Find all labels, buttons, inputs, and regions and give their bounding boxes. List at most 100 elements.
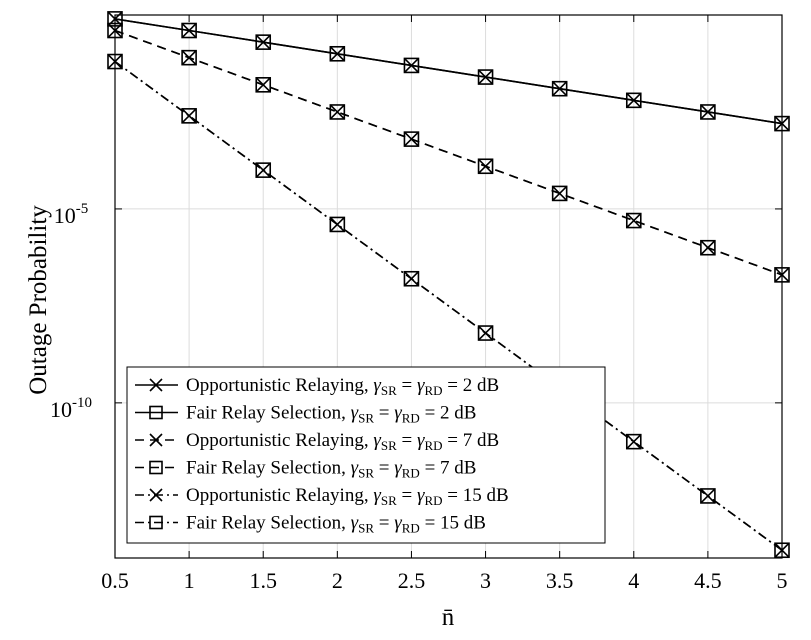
legend-sub-sr: SR [358,411,374,426]
y-axis-title: Outage Probability [25,205,52,395]
x-tick-label: 1 [184,568,195,593]
legend-entry: Fair Relay Selection, γSR = γRD = 2 dB [135,403,476,426]
x-tick-label: 5 [777,568,788,593]
legend-label: Fair Relay Selection, γSR = γRD = 7 dB [186,458,476,481]
x-tick-label: 4.5 [694,568,722,593]
legend-gamma: γ [417,430,425,451]
square-marker [403,270,420,287]
series-line [115,60,782,551]
legend-equals: = [374,403,394,424]
x-marker [255,162,271,178]
x-tick-label: 2 [332,568,343,593]
square-marker [625,433,642,450]
legend-equals: = [374,458,394,479]
legend-entry: Opportunistic Relaying, γSR = γRD = 2 dB [135,375,499,398]
square-marker [329,45,346,62]
legend-sub-sr: SR [381,438,397,453]
legend-snr-value: = 7 dB [443,430,500,451]
legend-entry: Fair Relay Selection, γSR = γRD = 15 dB [135,513,486,536]
legend-series-name: Fair Relay Selection, [186,403,351,424]
legend-equals: = [397,430,417,451]
legend-equals: = [374,513,394,534]
legend-series-name: Fair Relay Selection, [186,458,351,479]
legend-series-name: Opportunistic Relaying, [186,430,373,451]
legend-sub-sr: SR [381,383,397,398]
legend-label: Opportunistic Relaying, γSR = γRD = 2 dB [186,375,499,398]
legend-label: Fair Relay Selection, γSR = γRD = 15 dB [186,513,486,536]
square-marker [149,405,163,420]
x-axis-title: n̄ [442,604,455,631]
legend-sub-rd: RD [424,383,442,398]
legend-gamma: γ [351,403,359,424]
x-marker [700,488,716,504]
legend-series-name: Fair Relay Selection, [186,513,351,534]
x-marker [149,488,163,502]
legend-sub-sr: SR [358,466,374,481]
legend-snr-value: = 2 dB [443,375,500,396]
square-marker [477,69,494,85]
y-tick-power: -10 [72,395,92,411]
legend-sub-sr: SR [358,521,374,536]
legend-snr-value: = 15 dB [420,513,486,534]
x-marker [329,104,345,120]
x-tick-label: 2.5 [398,568,426,593]
tick-labels: 0.5 1 1.5 2 2.5 3 3.5 4 4.5 510-510-10 [50,201,788,593]
legend-entry: Opportunistic Relaying, γSR = γRD = 7 dB [135,430,499,453]
series-layer [107,11,790,559]
legend-entry: Opportunistic Relaying, γSR = γRD = 15 d… [135,485,509,508]
legend-series-name: Opportunistic Relaying, [186,485,373,506]
square-marker [477,325,494,341]
square-marker [149,460,163,475]
square-marker [551,185,568,202]
legend-equals: = [397,375,417,396]
square-marker [700,239,716,256]
legend-box [126,366,606,544]
x-tick-label: 3 [480,568,491,593]
x-tick-label: 3.5 [546,568,574,593]
legend-sub-rd: RD [424,493,442,508]
legend-gamma: γ [394,403,402,424]
legend-gamma: γ [373,375,381,396]
x-marker [329,216,345,233]
square-marker [625,212,642,229]
square-marker [403,131,420,147]
legend-label: Fair Relay Selection, γSR = γRD = 2 dB [186,403,476,426]
square-marker [255,162,272,178]
square-marker [329,216,346,233]
square-marker [255,34,272,50]
square-marker [477,158,494,175]
square-marker [700,488,716,504]
x-tick-label: 1.5 [249,568,277,593]
legend-label: Opportunistic Relaying, γSR = γRD = 15 d… [186,485,509,508]
series-3 [107,22,790,283]
legend-gamma: γ [417,375,425,396]
square-marker [329,104,346,120]
square-marker [551,80,568,97]
legend-gamma: γ [373,430,381,451]
plot-frame [114,14,783,559]
legend-snr-value: = 7 dB [420,458,477,479]
legend-sub-sr: SR [381,493,397,508]
square-marker [181,22,197,39]
square-marker [149,515,163,530]
y-tick-power: -5 [76,201,89,217]
x-marker [626,212,642,229]
square-marker [700,104,716,120]
legend-gamma: γ [394,513,402,534]
legend: Opportunistic Relaying, γSR = γRD = 2 dB… [126,366,606,544]
y-tick-base: 10 [54,203,76,228]
legend-entry: Fair Relay Selection, γSR = γRD = 7 dB [135,458,476,481]
x-marker [181,108,197,124]
legend-sub-rd: RD [402,466,420,481]
legend-series-name: Opportunistic Relaying, [186,375,373,396]
x-marker [626,434,642,450]
x-tick-label: 0.5 [101,568,129,593]
legend-sub-rd: RD [424,438,442,453]
legend-gamma: γ [373,485,381,506]
legend-gamma: γ [394,458,402,479]
square-marker [403,57,420,74]
x-marker [149,433,163,447]
y-tick-label: 10-10 [50,395,92,422]
